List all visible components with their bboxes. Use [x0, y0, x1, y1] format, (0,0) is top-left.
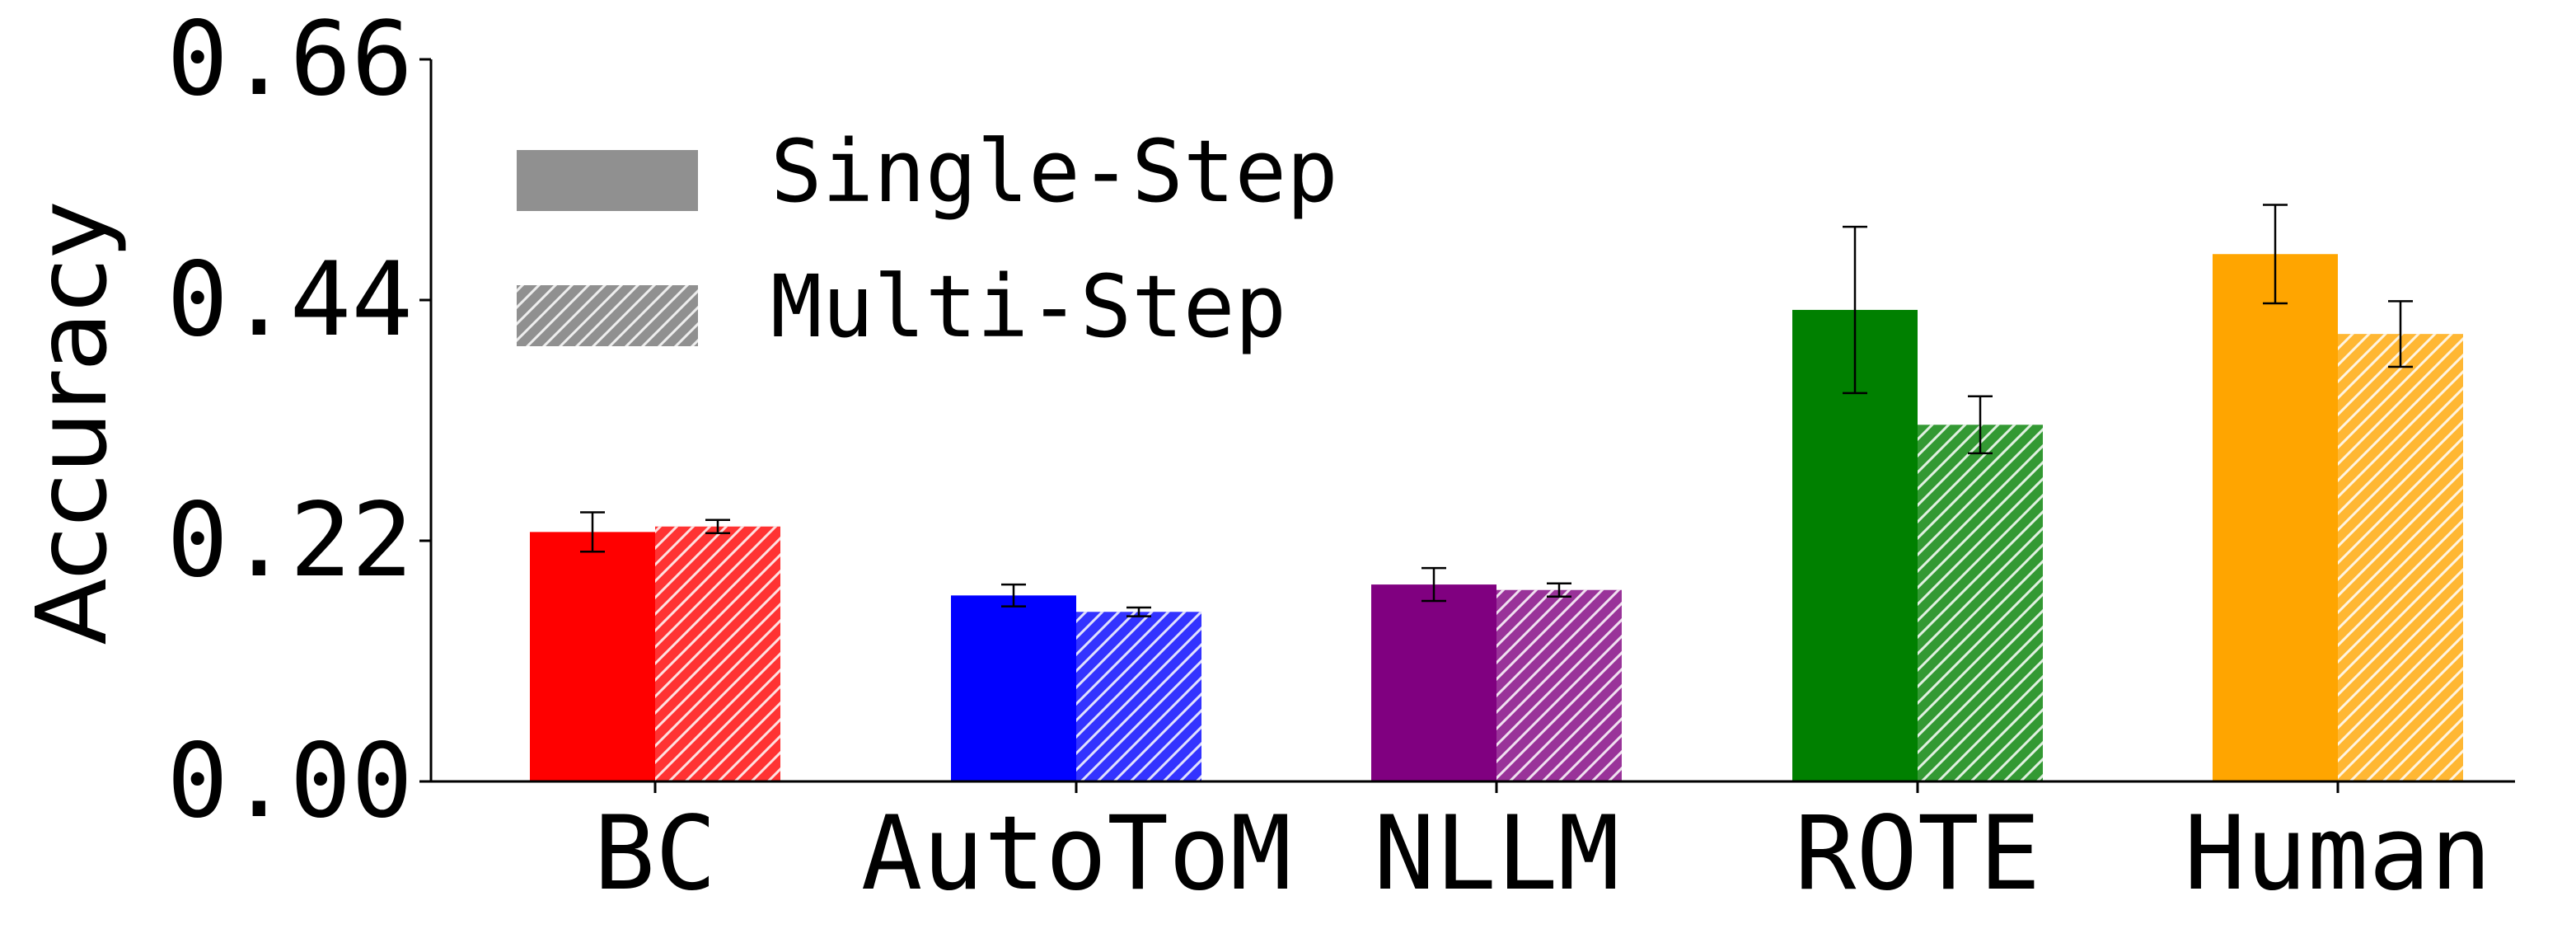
- x-tick-label-autotom: AutoToM: [861, 795, 1292, 913]
- legend-label-multi-step: Multi-Step: [770, 256, 1286, 357]
- bar-hatch-nllm: [1496, 589, 1622, 781]
- x-tick-label-nllm: NLLM: [1374, 795, 1620, 913]
- y-tick-label: 0.00: [166, 722, 413, 841]
- bar-single-step-autotom: [951, 595, 1076, 781]
- bar-hatch-human: [2338, 334, 2463, 781]
- y-tick-label: 0.44: [166, 241, 413, 359]
- x-tick-label-rote: ROTE: [1795, 795, 2041, 913]
- x-tick-label-human: Human: [2184, 795, 2491, 913]
- legend-label-single-step: Single-Step: [770, 121, 1338, 222]
- x-tick-label-bc: BC: [593, 795, 716, 913]
- y-tick-label: 0.66: [166, 0, 413, 119]
- y-axis-label: Accuracy: [15, 201, 129, 645]
- bar-single-step-human: [2213, 254, 2338, 782]
- bar-hatch-rote: [1918, 425, 2043, 781]
- bar-hatch-autotom: [1076, 612, 1201, 781]
- bar-single-step-bc: [530, 532, 655, 781]
- legend-swatch-hatch: [517, 285, 698, 346]
- bar-single-step-nllm: [1371, 584, 1496, 781]
- y-tick-label: 0.22: [166, 481, 413, 600]
- bar-hatch-bc: [655, 526, 780, 781]
- legend-swatch-single-step: [517, 150, 698, 211]
